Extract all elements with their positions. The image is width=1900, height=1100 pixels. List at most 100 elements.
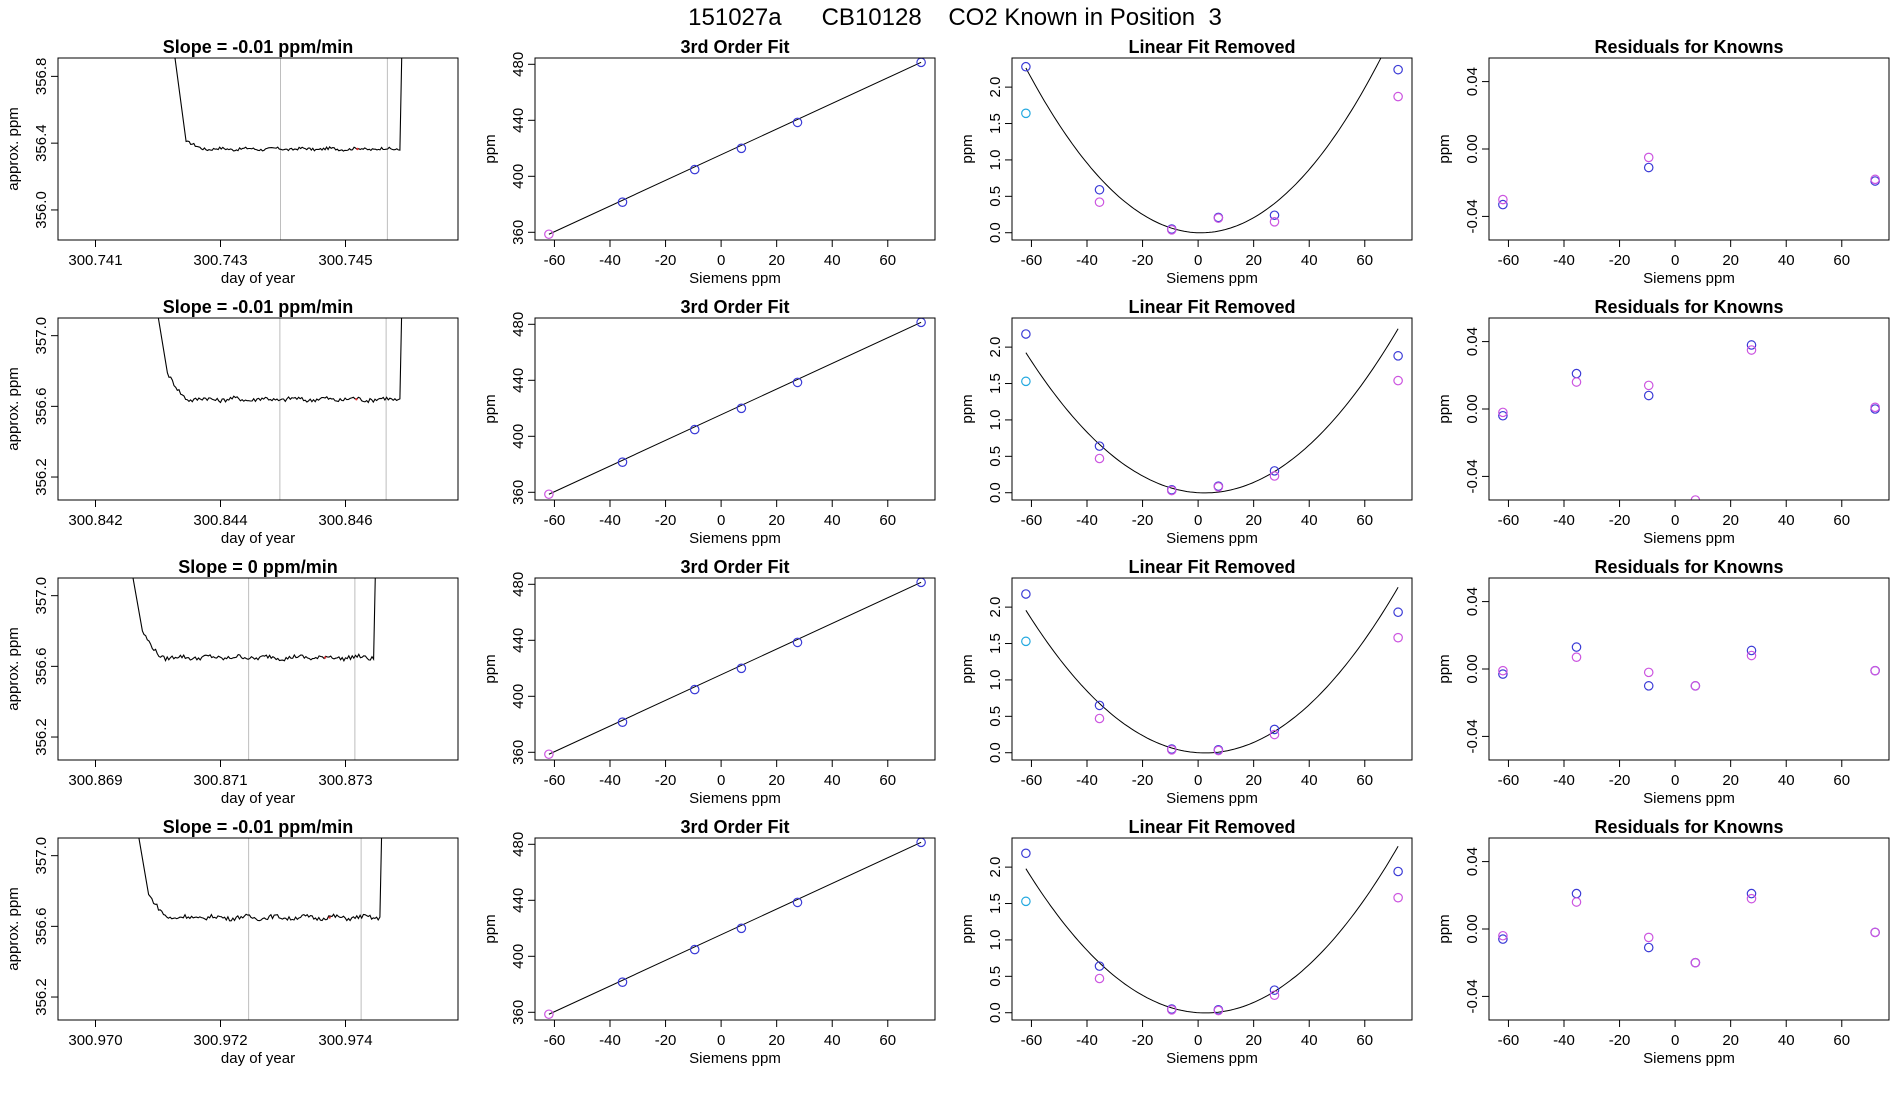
x-tick-label: -20 <box>1132 772 1154 789</box>
x-tick-label: 40 <box>1301 252 1318 269</box>
plot-area <box>1498 152 1880 210</box>
y-tick-label: 0.00 <box>1464 394 1481 423</box>
x-tick-label: 300.871 <box>193 772 247 789</box>
data-point <box>617 197 628 207</box>
y-tick-label: 480 <box>510 572 527 597</box>
plot-area <box>544 318 926 500</box>
data-point <box>1213 213 1224 223</box>
data-point <box>792 117 803 128</box>
x-tick-label: 60 <box>1833 772 1850 789</box>
x-tick-label: -20 <box>1132 252 1154 269</box>
x-tick-label: -60 <box>1021 1032 1043 1049</box>
y-tick-label: 0.5 <box>987 966 1004 987</box>
x-tick-label: 20 <box>1245 512 1262 529</box>
x-tick-label: 0 <box>717 512 725 529</box>
panel-r3-fit: 3rd Order Fit -60 -40 -20 0 20 40 60 360 400 440 48… <box>482 557 936 807</box>
x-tick-label: 300.842 <box>68 512 122 529</box>
data-point <box>1571 888 1582 899</box>
y-axis-label: ppm <box>482 134 499 163</box>
panel-title: 3rd Order Fit <box>680 557 789 577</box>
x-tick-label: 0 <box>717 772 725 789</box>
x-tick-label: -20 <box>1609 252 1631 269</box>
plot-frame <box>534 577 936 761</box>
y-tick-label: 360 <box>510 1000 527 1025</box>
data-point <box>792 897 803 908</box>
data-point <box>1393 866 1403 877</box>
data-point <box>1746 345 1757 355</box>
y-tick-label: 0.04 <box>1464 67 1481 96</box>
x-tick-label: 40 <box>824 1032 841 1049</box>
data-point <box>544 229 554 240</box>
x-tick-label: 60 <box>1833 252 1850 269</box>
panel-r2-lin: Linear Fit Removed -60 -40 -20 0 20 40 60 0.0 0.5… <box>959 297 1413 547</box>
y-tick-label: 1.0 <box>987 409 1004 430</box>
panel-title: Slope = -0.01 ppm/min <box>163 817 354 837</box>
y-tick-label: 357.0 <box>33 837 50 875</box>
data-point <box>736 143 747 154</box>
data-point <box>1643 932 1654 943</box>
panel-r3-lin: Linear Fit Removed -60 -40 -20 0 20 40 60 0.0 0.5… <box>959 557 1413 807</box>
data-point <box>792 637 803 648</box>
x-tick-label: 300.741 <box>68 252 122 269</box>
data-point <box>1870 402 1880 413</box>
data-point <box>1643 162 1654 173</box>
data-point <box>1094 184 1105 195</box>
plot-frame <box>1488 57 1890 241</box>
y-tick-label: 356.6 <box>33 908 50 946</box>
data-point <box>1690 957 1701 968</box>
data-point <box>916 318 926 328</box>
data-point <box>1094 700 1105 711</box>
x-tick-label: 40 <box>1778 252 1795 269</box>
x-tick-label: -40 <box>1076 1032 1098 1049</box>
series-line <box>138 838 383 922</box>
panel-title: Linear Fit Removed <box>1128 817 1295 837</box>
x-tick-label: -60 <box>544 772 566 789</box>
panel-r1-lin: Linear Fit Removed -60 -40 -20 0 20 40 60 0.0 0.5… <box>959 37 1413 287</box>
data-point <box>1021 636 1031 647</box>
mean-marker <box>323 656 327 659</box>
x-tick-label: -60 <box>1021 772 1043 789</box>
plot-frame <box>1488 837 1890 1021</box>
x-tick-label: 60 <box>1356 512 1373 529</box>
data-point <box>1393 607 1403 618</box>
y-tick-label: 0.04 <box>1464 587 1481 616</box>
panel-title: Residuals for Knowns <box>1594 557 1783 577</box>
data-point <box>617 717 628 727</box>
panel-r3-time: Slope = 0 ppm/min 300.869 300.871 300.873 35… <box>5 557 459 807</box>
x-tick-label: 0 <box>1194 772 1202 789</box>
data-point <box>1021 329 1031 339</box>
plot-frame <box>534 57 936 241</box>
x-tick-label: 40 <box>1778 772 1795 789</box>
data-point <box>1746 340 1757 350</box>
x-tick-label: 20 <box>1245 1032 1262 1049</box>
x-tick-label: 0 <box>717 1032 725 1049</box>
data-point <box>1269 471 1280 481</box>
y-tick-label: 0.04 <box>1464 327 1481 356</box>
x-tick-label: -40 <box>1076 252 1098 269</box>
y-tick-label: 480 <box>510 832 527 857</box>
data-point <box>689 164 700 175</box>
plot-area <box>138 838 383 1020</box>
x-tick-label: 300.970 <box>68 1032 122 1049</box>
y-tick-label: 1.0 <box>987 149 1004 170</box>
x-tick-label: 20 <box>1722 772 1739 789</box>
y-tick-label: 0.0 <box>987 742 1004 763</box>
panel-title: Residuals for Knowns <box>1594 297 1783 317</box>
y-tick-label: 0.0 <box>987 482 1004 503</box>
y-tick-label: 356.2 <box>33 458 50 496</box>
x-tick-label: 20 <box>768 512 785 529</box>
x-tick-label: 300.974 <box>318 1032 372 1049</box>
x-tick-label: -40 <box>1553 252 1575 269</box>
y-tick-label: 2.0 <box>987 77 1004 98</box>
x-tick-label: -20 <box>655 252 677 269</box>
y-tick-label: 357.0 <box>33 577 50 615</box>
panel-r1-fit: 3rd Order Fit -60 -40 -20 0 20 40 60 360 400 440 48… <box>482 37 936 287</box>
plot-area <box>1021 58 1403 235</box>
fit-line <box>548 841 922 1015</box>
x-tick-label: 40 <box>824 252 841 269</box>
x-axis-label: Siemens ppm <box>1166 270 1258 287</box>
data-point <box>1269 985 1280 995</box>
y-tick-label: -0.04 <box>1464 199 1481 233</box>
data-point <box>1269 466 1280 476</box>
x-tick-label: -40 <box>599 252 621 269</box>
